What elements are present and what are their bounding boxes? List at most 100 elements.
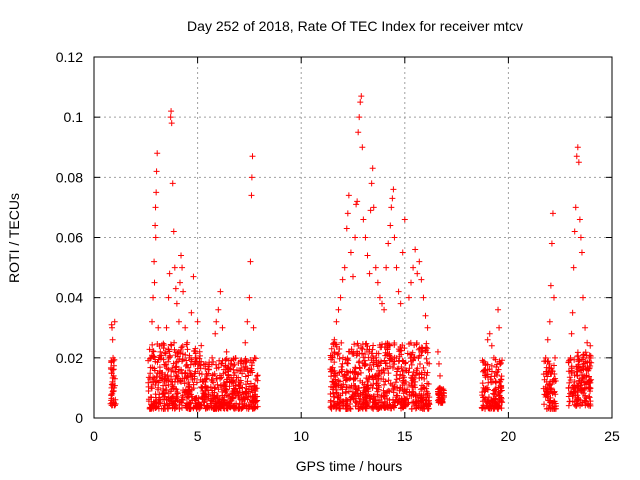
data-point [406, 391, 413, 398]
data-point [148, 384, 155, 391]
data-point [362, 351, 369, 358]
data-point [484, 336, 491, 343]
data-point [211, 405, 218, 412]
data-point [579, 375, 586, 382]
data-point [484, 366, 491, 373]
chart-title: Day 252 of 2018, Rate Of TEC Index for r… [187, 18, 523, 34]
data-point [175, 348, 182, 355]
data-point [418, 276, 425, 283]
data-point [152, 404, 159, 411]
y-tick-label: 0 [75, 410, 83, 426]
data-point [388, 204, 395, 211]
data-point [196, 370, 203, 377]
data-point [189, 373, 196, 380]
data-point [357, 365, 364, 372]
data-point [231, 387, 238, 394]
data-point [550, 378, 557, 385]
data-point [381, 344, 388, 351]
data-point [582, 365, 589, 372]
data-point [582, 393, 589, 400]
data-point [391, 234, 398, 241]
data-point [401, 216, 408, 223]
data-point [414, 270, 421, 277]
data-point [332, 376, 339, 383]
data-point [568, 330, 575, 337]
data-point [492, 369, 499, 376]
data-point [424, 390, 431, 397]
data-point [376, 370, 383, 377]
data-point [380, 376, 387, 383]
data-point [189, 393, 196, 400]
data-point [335, 393, 342, 400]
data-point [201, 392, 208, 399]
data-point [572, 204, 579, 211]
data-point [550, 294, 557, 301]
data-point [250, 357, 257, 364]
data-point [370, 342, 377, 349]
data-point [571, 372, 578, 379]
data-point [419, 347, 426, 354]
data-point [179, 343, 186, 350]
data-point [569, 390, 576, 397]
data-point [340, 373, 347, 380]
data-point [414, 365, 421, 372]
data-point [155, 379, 162, 386]
data-point [354, 340, 361, 347]
data-point [379, 300, 386, 307]
y-tick-label: 0.12 [56, 49, 83, 65]
data-point [390, 186, 397, 193]
data-point [385, 341, 392, 348]
data-point [355, 405, 362, 412]
data-point [382, 349, 389, 356]
data-point [399, 357, 406, 364]
data-point [186, 387, 193, 394]
data-point [481, 388, 488, 395]
data-point [359, 379, 366, 386]
data-point [254, 373, 261, 380]
data-point [496, 324, 503, 331]
data-point [193, 395, 200, 402]
data-point [373, 376, 380, 383]
data-point [165, 390, 172, 397]
data-point [248, 174, 255, 181]
data-point [332, 383, 339, 390]
data-point [412, 378, 419, 385]
data-point [253, 398, 260, 405]
y-tick-label: 0.06 [56, 230, 83, 246]
data-point [109, 390, 116, 397]
data-point [336, 405, 343, 412]
data-point [585, 402, 592, 409]
data-point [179, 264, 186, 271]
data-point [411, 354, 418, 361]
data-point [151, 279, 158, 286]
data-point [479, 389, 486, 396]
data-point [210, 358, 217, 365]
data-point [340, 402, 347, 409]
data-point [389, 364, 396, 371]
data-point [495, 306, 502, 313]
data-point [173, 300, 180, 307]
data-point [542, 392, 549, 399]
data-point [542, 354, 549, 361]
data-point [333, 341, 340, 348]
data-point [402, 359, 409, 366]
data-point [221, 381, 228, 388]
data-point [167, 341, 174, 348]
data-point [244, 378, 251, 385]
data-point [405, 382, 412, 389]
data-point [212, 400, 219, 407]
data-point [329, 378, 336, 385]
data-point [232, 355, 239, 362]
data-point [397, 385, 404, 392]
data-point [576, 216, 583, 223]
data-point [583, 397, 590, 404]
data-point [211, 393, 218, 400]
data-point [214, 381, 221, 388]
data-point [381, 357, 388, 364]
data-point [374, 391, 381, 398]
data-point [490, 354, 497, 361]
data-point [366, 373, 373, 380]
data-point [330, 398, 337, 405]
data-point [178, 252, 185, 259]
data-point [550, 405, 557, 412]
